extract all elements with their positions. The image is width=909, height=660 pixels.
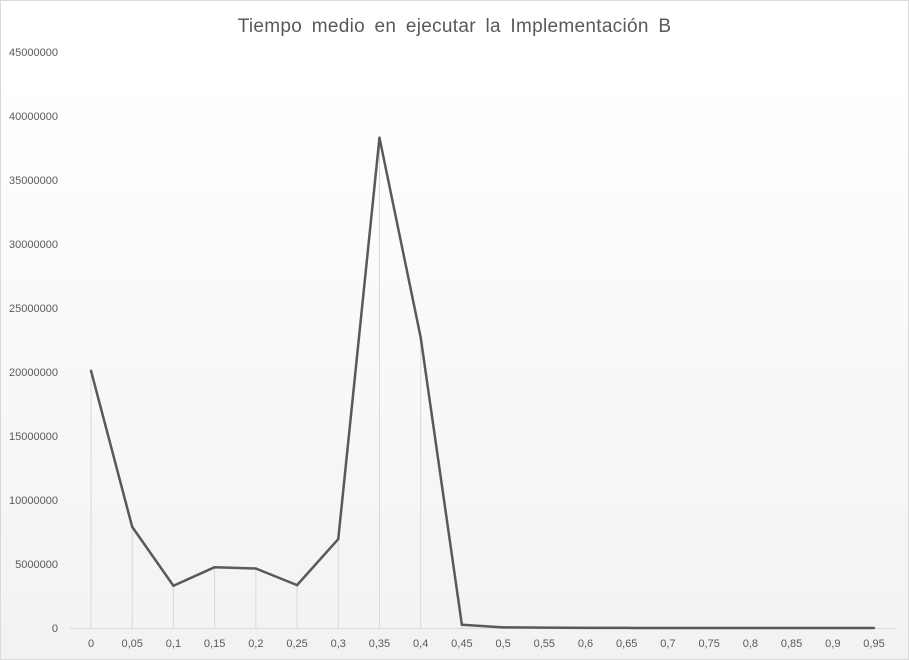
data-point [89, 369, 93, 372]
x-tick-label: 0,7 [660, 638, 675, 650]
x-tick-label: 0,75 [698, 638, 719, 650]
x-tick-label: 0,95 [863, 638, 884, 650]
x-tick-label: 0,65 [616, 638, 637, 650]
x-tick-label: 0,4 [413, 638, 428, 650]
chart-title: Tiempo medio en ejecutar la Implementaci… [237, 16, 672, 37]
x-tick-label: 0,9 [825, 638, 840, 650]
data-point [460, 623, 464, 626]
data-point [707, 626, 711, 630]
data-point [337, 537, 340, 541]
y-tick-label: 20000000 [9, 367, 58, 379]
data-point [625, 626, 628, 630]
data-point [584, 626, 587, 630]
x-tick-label: 0,2 [248, 638, 263, 650]
x-tick-label: 0,25 [286, 638, 307, 650]
x-tick-label: 0,6 [578, 638, 593, 650]
x-tick-label: 0,1 [166, 638, 181, 650]
series-line [89, 136, 874, 630]
data-point [131, 525, 134, 529]
x-tick-label: 0,35 [369, 638, 390, 650]
y-tick-label: 15000000 [9, 431, 58, 443]
x-tick-label: 0,8 [743, 638, 758, 650]
y-tick-label: 35000000 [9, 175, 58, 187]
data-point [254, 567, 258, 570]
data-point [172, 584, 175, 587]
x-tick-label: 0,3 [331, 638, 346, 650]
y-tick-label: 5000000 [15, 559, 58, 571]
y-tick-label: 45000000 [9, 47, 58, 59]
data-point [749, 626, 752, 630]
x-tick-label: 0,85 [781, 638, 802, 650]
data-point [666, 626, 670, 630]
y-tick-label: 0 [52, 623, 58, 635]
data-point [501, 626, 505, 629]
data-point [213, 566, 216, 569]
y-tick-label: 40000000 [9, 111, 58, 123]
data-point [378, 136, 381, 139]
x-tick-label: 0,05 [121, 638, 142, 650]
x-tick-label: 0,55 [534, 638, 555, 650]
y-tick-label: 30000000 [9, 239, 58, 251]
data-point [543, 626, 546, 629]
y-tick-label: 25000000 [9, 303, 58, 315]
x-tick-label: 0,5 [495, 638, 510, 650]
x-tick-label: 0 [88, 638, 94, 650]
data-point [831, 626, 834, 630]
data-point [419, 336, 422, 339]
x-tick-label: 0,45 [451, 638, 472, 650]
data-point [295, 583, 299, 587]
data-point [872, 626, 876, 630]
data-point [790, 626, 793, 630]
x-tick-label: 0,15 [204, 638, 225, 650]
y-tick-label: 10000000 [9, 495, 58, 507]
